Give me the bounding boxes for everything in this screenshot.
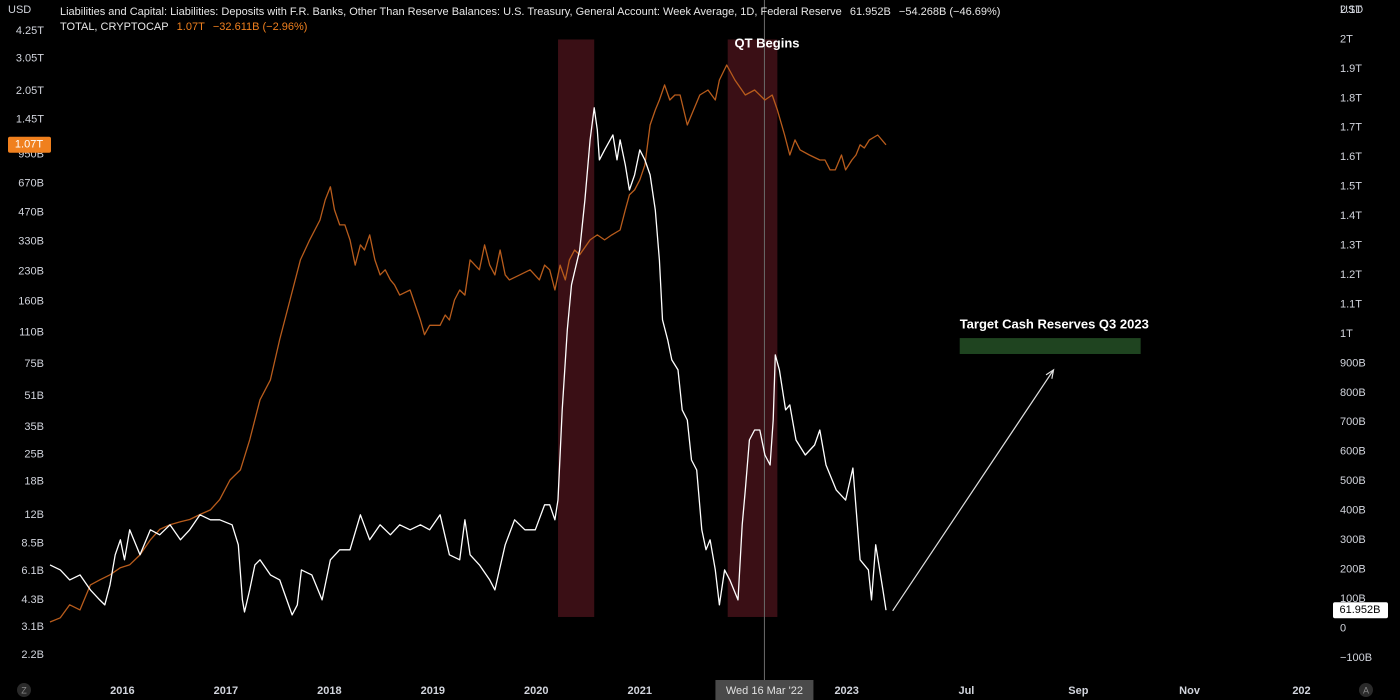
y-tick-label: 2.2B bbox=[21, 649, 44, 661]
last-value-tag bbox=[1333, 602, 1388, 619]
crosshair-label: Wed 16 Mar '22 bbox=[726, 685, 803, 697]
x-tick-label: 2018 bbox=[317, 685, 341, 697]
y2-tick-label: 300B bbox=[1340, 534, 1366, 546]
y-tick-label: 110B bbox=[19, 326, 44, 338]
y-tick-label: 3.05T bbox=[16, 52, 44, 64]
legend-last: 1.07T bbox=[176, 21, 205, 33]
y2-tick-label: 600B bbox=[1340, 446, 1366, 458]
legend-change: −32.611B (−2.96%) bbox=[212, 21, 308, 33]
control-label[interactable]: A bbox=[1363, 685, 1369, 695]
y-tick-label: 8.5B bbox=[21, 538, 44, 550]
target-box bbox=[959, 338, 1141, 354]
y2-tick-label: 1.9T bbox=[1340, 63, 1362, 75]
x-tick-label: 2019 bbox=[421, 685, 445, 697]
y2-tick-label: 0 bbox=[1340, 622, 1346, 634]
y2-tick-label: 700B bbox=[1340, 416, 1366, 428]
arrow-line bbox=[892, 369, 1055, 612]
y-tick-label: 51B bbox=[24, 390, 44, 402]
y-tick-label: 3.1B bbox=[21, 621, 44, 633]
y-tick-label: 160B bbox=[18, 295, 44, 307]
highlight-band bbox=[727, 39, 778, 617]
y2-tick-label: 400B bbox=[1340, 505, 1366, 517]
y-tick-label: 670B bbox=[18, 177, 44, 189]
y2-tick-label: 1.5T bbox=[1340, 181, 1362, 193]
y2-tick-label: 1.3T bbox=[1340, 240, 1362, 252]
y2-tick-label: 1.8T bbox=[1340, 92, 1362, 104]
y-tick-label: 6.1B bbox=[21, 565, 44, 577]
y-tick-label: 230B bbox=[18, 266, 44, 278]
y2-tick-label: 1T bbox=[1340, 328, 1353, 340]
legend-last: 61.952B bbox=[849, 6, 891, 18]
y-unit: USD bbox=[8, 4, 31, 16]
control-label[interactable]: Z bbox=[21, 685, 27, 695]
x-tick-label: 2021 bbox=[628, 685, 652, 697]
y2-tick-label: 2.1T bbox=[1340, 4, 1362, 16]
y-tick-label: 4.25T bbox=[16, 25, 44, 37]
highlight-band bbox=[558, 39, 595, 617]
target-label: Target Cash Reserves Q3 2023 bbox=[960, 317, 1149, 332]
last-value-tag bbox=[8, 136, 51, 153]
x-tick-label: 2023 bbox=[834, 685, 858, 697]
legend-row: TOTAL, CRYPTOCAP 1.07T −32.611B (−2.96%) bbox=[60, 20, 1005, 35]
last-value-label: 1.07T bbox=[15, 139, 43, 151]
y2-tick-label: 1.7T bbox=[1340, 122, 1362, 134]
arrow-head bbox=[1045, 368, 1055, 379]
x-tick-label: 2017 bbox=[214, 685, 238, 697]
y2-tick-label: 1.1T bbox=[1340, 298, 1362, 310]
y-tick-label: 75B bbox=[24, 358, 44, 370]
legend: Liabilities and Capital: Liabilities: De… bbox=[60, 5, 1005, 35]
legend-name[interactable]: Liabilities and Capital: Liabilities: De… bbox=[60, 6, 842, 18]
y-tick-label: 2.05T bbox=[16, 85, 44, 97]
y-tick-label: 330B bbox=[18, 236, 44, 248]
y-tick-label: 25B bbox=[24, 449, 44, 461]
legend-name[interactable]: TOTAL, CRYPTOCAP bbox=[60, 21, 169, 33]
y2-tick-label: 1.4T bbox=[1340, 210, 1362, 222]
y-tick-label: 18B bbox=[24, 476, 44, 488]
y-tick-label: 35B bbox=[24, 421, 44, 433]
legend-row: Liabilities and Capital: Liabilities: De… bbox=[60, 5, 1005, 20]
y-tick-label: 4.3B bbox=[21, 594, 44, 606]
y2-tick-label: 200B bbox=[1340, 563, 1366, 575]
x-tick-label: 202 bbox=[1292, 685, 1310, 697]
control-button[interactable] bbox=[17, 683, 31, 697]
y-tick-label: 470B bbox=[18, 207, 44, 219]
y2-tick-label: 500B bbox=[1340, 475, 1366, 487]
crosshair-tag bbox=[715, 680, 814, 700]
y2-tick-label: 100B bbox=[1340, 593, 1366, 605]
control-button[interactable] bbox=[1359, 683, 1373, 697]
y-tick-label: 12B bbox=[24, 509, 44, 521]
x-tick-label: 2016 bbox=[110, 685, 134, 697]
y2-tick-label: 900B bbox=[1340, 357, 1366, 369]
x-tick-label: Sep bbox=[1068, 685, 1088, 697]
x-tick-label: Jul bbox=[958, 685, 974, 697]
y2-tick-label: −100B bbox=[1340, 652, 1372, 664]
series-line bbox=[49, 107, 887, 616]
x-tick-label: 2020 bbox=[524, 685, 548, 697]
y2-tick-label: 1.2T bbox=[1340, 269, 1362, 281]
legend-change: −54.268B (−46.69%) bbox=[898, 6, 1001, 18]
y2-tick-label: 2T bbox=[1340, 33, 1353, 45]
last-value-label: 61.952B bbox=[1340, 604, 1381, 616]
annotation: QT Begins bbox=[735, 35, 800, 50]
y2-tick-label: 1.6T bbox=[1340, 151, 1362, 163]
y2-tick-label: 800B bbox=[1340, 387, 1366, 399]
series-line bbox=[49, 64, 887, 623]
y-tick-label: 1.45T bbox=[16, 114, 44, 126]
x-tick-label: Nov bbox=[1179, 685, 1201, 697]
y2-unit: USD bbox=[1340, 4, 1363, 16]
